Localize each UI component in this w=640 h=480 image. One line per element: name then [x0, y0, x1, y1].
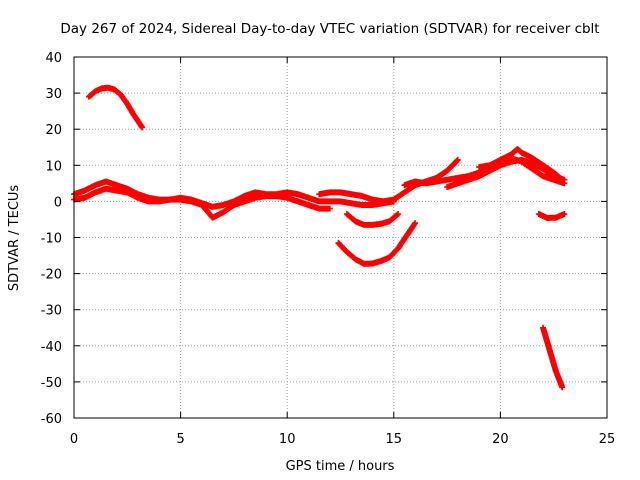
- series-arc-11: [540, 324, 566, 391]
- x-tick-label: 15: [386, 432, 403, 447]
- series-markers: [85, 84, 146, 131]
- series-arc-1: [85, 84, 146, 131]
- y-tick-label: 20: [45, 123, 62, 138]
- series-markers: [535, 211, 568, 221]
- series-markers: [540, 324, 566, 391]
- y-tick-label: -50: [41, 376, 62, 391]
- y-tick-label: 40: [45, 51, 62, 66]
- y-tick-label: -30: [41, 304, 62, 319]
- y-tick-label: -20: [41, 268, 62, 283]
- series-arc-6: [444, 156, 568, 190]
- x-tick-label: 5: [176, 432, 184, 447]
- axis-ticks: 0 5 10 15 20 25 -60 -50 -40 -30 -20 -10 0 10 20 30 40: [41, 51, 616, 447]
- series-arc-9: [335, 220, 419, 267]
- series-markers: [444, 156, 568, 190]
- x-tick-label: 25: [599, 432, 616, 447]
- y-tick-label: -60: [41, 412, 62, 427]
- chart-title: Day 267 of 2024, Sidereal Day-to-day VTE…: [60, 21, 599, 37]
- series-markers: [476, 146, 566, 183]
- y-tick-label: 0: [54, 195, 62, 210]
- series-arc-7: [476, 146, 566, 183]
- y-tick-label: 30: [45, 87, 62, 102]
- y-axis-label: SDTVAR / TECUs: [7, 185, 22, 292]
- series-arc-8: [343, 211, 402, 228]
- x-tick-label: 0: [70, 432, 78, 447]
- series-arc-10: [535, 211, 568, 221]
- series-markers: [335, 220, 419, 267]
- x-axis-label: GPS time / hours: [286, 459, 395, 474]
- x-tick-label: 10: [279, 432, 296, 447]
- data-series: [71, 84, 568, 391]
- y-tick-label: -10: [41, 232, 62, 247]
- x-tick-label: 20: [492, 432, 509, 447]
- series-markers: [343, 211, 402, 228]
- grid: [74, 57, 607, 418]
- y-tick-label: -40: [41, 340, 62, 355]
- y-tick-label: 10: [45, 159, 62, 174]
